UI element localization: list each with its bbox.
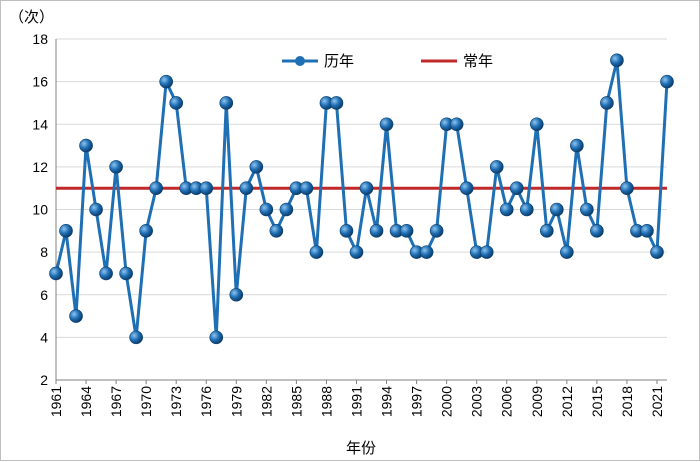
data-point — [89, 202, 103, 217]
data-point — [600, 96, 614, 110]
data-point — [489, 160, 504, 174]
data-point — [309, 245, 324, 259]
data-point — [379, 117, 394, 132]
x-tick-label: 1988 — [318, 386, 334, 417]
data-point — [99, 266, 113, 281]
data-point — [329, 96, 344, 110]
x-tick-label: 2006 — [499, 386, 515, 417]
data-point — [279, 202, 294, 217]
data-point — [650, 245, 664, 259]
x-tick-label: 2015 — [589, 386, 605, 417]
x-tick-label: 1964 — [78, 386, 94, 417]
x-tick-label: 1976 — [198, 386, 214, 417]
data-point — [580, 202, 594, 217]
data-point — [119, 266, 133, 281]
data-point — [369, 224, 384, 238]
y-axis-label: （次） — [9, 8, 54, 26]
data-point — [570, 138, 584, 153]
data-point — [359, 181, 374, 195]
data-point — [560, 245, 574, 259]
data-point — [459, 181, 474, 195]
data-point — [399, 224, 414, 238]
legend: 历年 常年 — [282, 52, 493, 70]
data-point — [169, 96, 183, 110]
data-point — [49, 266, 63, 281]
x-tick-label: 1985 — [288, 386, 304, 417]
data-point — [590, 224, 604, 238]
data-point — [59, 224, 73, 238]
data-point — [610, 53, 624, 68]
data-point — [339, 224, 354, 238]
data-point — [209, 330, 224, 345]
x-tick-label: 1997 — [409, 386, 425, 417]
data-point — [109, 160, 123, 174]
x-tick-label: 2018 — [619, 386, 635, 417]
legend-label-historical: 历年 — [324, 52, 354, 70]
x-tick-label: 2009 — [529, 386, 545, 417]
data-point — [159, 74, 173, 89]
y-axis-ticks: 2 4 6 8 10 12 14 16 18 — [32, 31, 48, 388]
y-tick-label: 8 — [40, 244, 48, 260]
data-point — [239, 181, 254, 195]
grid-lines — [55, 38, 667, 381]
x-tick-label: 1961 — [48, 386, 64, 417]
data-point — [299, 181, 314, 195]
x-axis-ticks: 1961 1964 1967 1970 1973 1976 1979 1982 1985 1988… — [48, 380, 665, 417]
y-tick-label: 16 — [32, 74, 48, 90]
series-layer — [49, 53, 674, 345]
y-tick-label: 2 — [40, 372, 48, 388]
y-tick-label: 4 — [40, 329, 48, 345]
data-point — [149, 181, 163, 195]
y-tick-label: 18 — [32, 31, 48, 47]
data-point — [509, 181, 524, 195]
data-point — [640, 224, 654, 238]
legend-marker-historical — [295, 56, 305, 66]
y-tick-label: 12 — [32, 159, 48, 175]
x-tick-label: 2012 — [559, 386, 575, 417]
data-point — [229, 287, 244, 302]
x-tick-label: 2021 — [649, 386, 665, 417]
data-point — [139, 224, 153, 238]
y-tick-label: 14 — [32, 116, 48, 132]
data-point — [249, 160, 264, 174]
x-tick-label: 1979 — [228, 386, 244, 417]
historical-line — [54, 58, 669, 339]
x-tick-label: 1973 — [168, 386, 184, 417]
x-tick-label: 1982 — [258, 386, 274, 417]
data-point — [499, 202, 514, 217]
data-point — [419, 245, 434, 259]
data-point — [519, 202, 534, 217]
data-point — [219, 96, 234, 110]
x-tick-label: 1970 — [138, 386, 154, 417]
data-point — [449, 117, 464, 132]
data-point — [199, 181, 214, 195]
data-point — [429, 224, 444, 238]
data-point — [540, 224, 554, 238]
x-tick-label: 2003 — [469, 386, 485, 417]
x-axis-label: 年份 — [346, 439, 376, 457]
data-point — [79, 138, 93, 153]
y-tick-label: 10 — [32, 202, 48, 218]
data-point — [349, 245, 364, 259]
data-point — [529, 117, 544, 132]
data-point — [620, 181, 634, 195]
data-point — [550, 202, 564, 217]
data-point — [259, 202, 274, 217]
x-tick-label: 2000 — [439, 386, 455, 417]
x-tick-label: 1991 — [348, 386, 364, 417]
x-tick-label: 1994 — [379, 386, 395, 417]
data-point — [269, 224, 284, 238]
data-point — [660, 74, 674, 89]
data-point — [479, 245, 494, 259]
data-point — [69, 309, 83, 323]
x-tick-label: 1967 — [108, 386, 124, 417]
data-point — [129, 330, 143, 345]
legend-label-normal: 常年 — [463, 52, 493, 70]
y-tick-label: 6 — [40, 287, 48, 303]
